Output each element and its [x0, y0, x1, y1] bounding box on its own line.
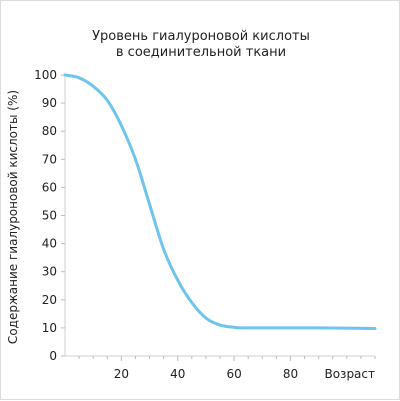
y-tick-label: 40 [42, 237, 57, 251]
chart-title-line-2: в соединительной ткани [115, 45, 287, 60]
x-tick-label: 80 [283, 367, 298, 381]
y-tick-label: 0 [49, 349, 57, 363]
y-tick-label: 20 [42, 293, 57, 307]
y-tick-label: 60 [42, 180, 57, 194]
x-tick-label: 20 [114, 367, 129, 381]
chart-title-line-1: Уровень гиалуроновой кислоты [92, 29, 310, 44]
y-axis-label: Содержание гиалуроновой кислоты (%) [6, 90, 20, 344]
y-tick-label: 50 [42, 209, 57, 223]
x-axis-label: Возраст [324, 367, 375, 381]
y-tick-label: 80 [42, 124, 57, 138]
y-tick-label: 100 [34, 68, 57, 82]
series-layer [63, 73, 377, 330]
axes: 0 10 20 30 40 50 60 70 80 90 100 20 40 60 80 [34, 68, 376, 381]
y-tick-label: 70 [42, 152, 57, 166]
chart-title: Уровень гиалуроновой кислоты в соедините… [1, 29, 400, 61]
y-tick-label: 30 [42, 265, 57, 279]
y-tick-label: 10 [42, 321, 57, 335]
x-tick-label: 60 [226, 367, 241, 381]
x-tick-label: 40 [170, 367, 185, 381]
series-line [63, 73, 377, 330]
y-tick-label: 90 [42, 96, 57, 110]
